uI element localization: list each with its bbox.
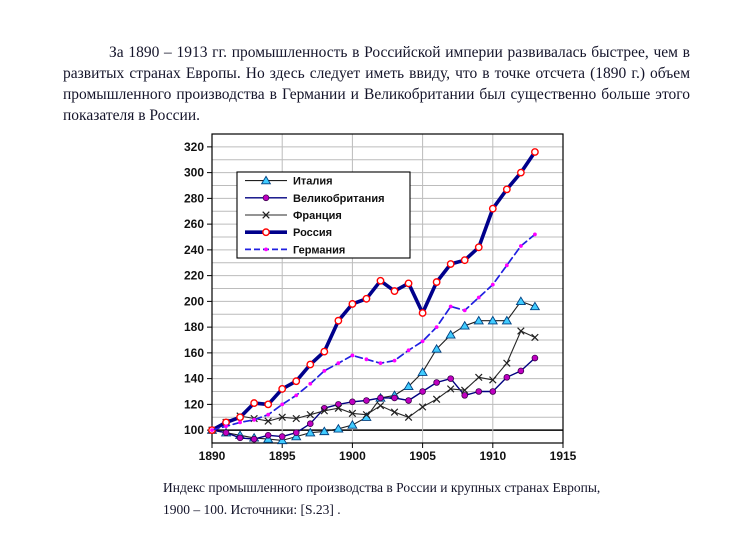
x-tick-label: 1895 bbox=[269, 449, 296, 463]
x-tick-label: 1905 bbox=[409, 449, 436, 463]
x-tick-label: 1915 bbox=[550, 449, 577, 463]
y-tick-label: 220 bbox=[184, 269, 204, 283]
y-tick-label: 100 bbox=[184, 423, 204, 437]
legend-label: Россия bbox=[293, 227, 332, 239]
axes-labels: 100 120 140 160 180 200 220 240 260 280 300 320 1890… bbox=[184, 140, 577, 463]
y-tick-label: 280 bbox=[184, 191, 204, 205]
caption-line-1: Индекс промышленного производства в Росс… bbox=[163, 480, 601, 495]
chart-canvas: 100 120 140 160 180 200 220 240 260 280 300 320 1890… bbox=[184, 133, 577, 463]
legend-item-Германия: Германия bbox=[245, 244, 345, 256]
y-tick-label: 300 bbox=[184, 166, 204, 180]
legend: Италия Великобритания Франция Россия Германи… bbox=[236, 171, 411, 259]
series-Германия bbox=[210, 232, 537, 433]
legend-item-Великобритания: Великобритания bbox=[245, 193, 385, 205]
y-tick-label: 180 bbox=[184, 320, 204, 334]
legend-label: Италия bbox=[293, 176, 333, 188]
chart-caption: Индекс промышленного производства в Росс… bbox=[163, 477, 643, 521]
x-tick-label: 1890 bbox=[199, 449, 226, 463]
y-tick-label: 320 bbox=[184, 140, 204, 154]
legend-item-Италия: Италия bbox=[245, 175, 333, 188]
y-tick-label: 200 bbox=[184, 294, 204, 308]
y-tick-label: 160 bbox=[184, 346, 204, 360]
x-tick-label: 1900 bbox=[339, 449, 366, 463]
legend-item-Россия: Россия bbox=[245, 227, 332, 239]
legend-label: Германия bbox=[293, 244, 345, 256]
plot-frame bbox=[211, 133, 564, 444]
y-tick-label: 240 bbox=[184, 243, 204, 257]
legend-label: Великобритания bbox=[293, 193, 385, 205]
x-tick-label: 1910 bbox=[479, 449, 506, 463]
caption-line-2: 1900 – 100. Источники: [S.23] . bbox=[163, 502, 341, 517]
y-tick-label: 140 bbox=[184, 372, 204, 386]
series-Великобритания bbox=[208, 354, 539, 443]
y-tick-label: 120 bbox=[184, 397, 204, 411]
series-Россия bbox=[208, 148, 539, 435]
legend-item-Франция: Франция bbox=[245, 210, 342, 222]
y-tick-label: 260 bbox=[184, 217, 204, 231]
industrial-production-chart: 100 120 140 160 180 200 220 240 260 280 300 320 1890… bbox=[183, 120, 583, 468]
intro-paragraph: За 1890 – 1913 гг. промышленность в Росс… bbox=[63, 43, 690, 124]
legend-label: Франция bbox=[293, 210, 342, 222]
